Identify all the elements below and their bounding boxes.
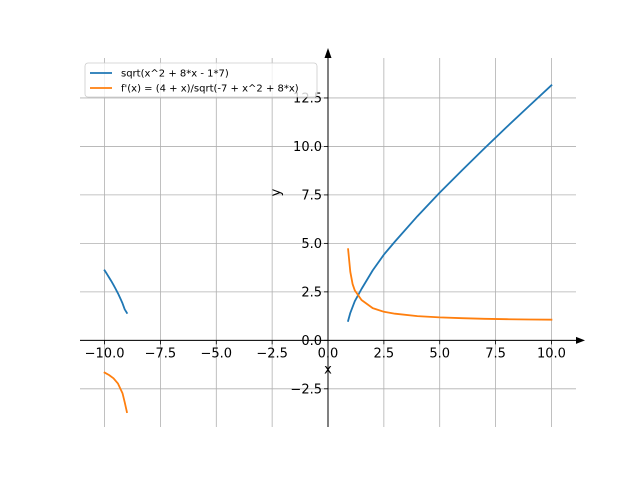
y-tick-label: 2.5 [301,285,322,300]
axes [80,48,585,427]
y-axis-label: y [269,188,284,196]
series-1-line-segment-1 [103,269,129,315]
x-tick-label: 2.5 [374,346,395,361]
y-tick-label: 0.0 [301,334,322,349]
x-tick-label: 5.0 [429,346,450,361]
x-tick-label: −7.5 [145,346,177,361]
x-tick-label: 0.0 [318,346,339,361]
x-tick-label: −5.0 [200,346,232,361]
legend-box [84,62,318,98]
x-tick-label: −10.0 [85,346,125,361]
legend-label: f'(x) = (4 + x)/sqrt(-7 + x^2 + 8*x) [121,84,299,95]
tick-labels: −10.0 −7.5 −5.0 −2.5 0.0 2.5 5.0 7.5 10.0 −2.5 0.0… [85,91,566,397]
y-axis-arrow [324,48,332,58]
series-2-line-segment-2 [347,248,553,321]
x-axis-arrow [576,336,585,344]
series-1-line-segment-2 [346,84,553,323]
y-tick-label: 7.5 [301,188,322,203]
legend: sqrt(x^2 + 8*x - 1*7) f'(x) = (4 + x)/sqr… [84,62,318,98]
x-tick-label: −2.5 [256,346,288,361]
x-tick-label: 7.5 [485,346,506,361]
series-lines [103,84,553,414]
y-tick-label: 10.0 [293,140,322,155]
legend-label: sqrt(x^2 + 8*x - 1*7) [121,69,229,80]
y-tick-label: −2.5 [290,382,322,397]
x-axis-label: x [324,362,332,377]
series-2-line-segment-1 [103,371,128,414]
x-tick-label: 10.0 [537,346,566,361]
y-tick-label: 5.0 [301,237,322,252]
